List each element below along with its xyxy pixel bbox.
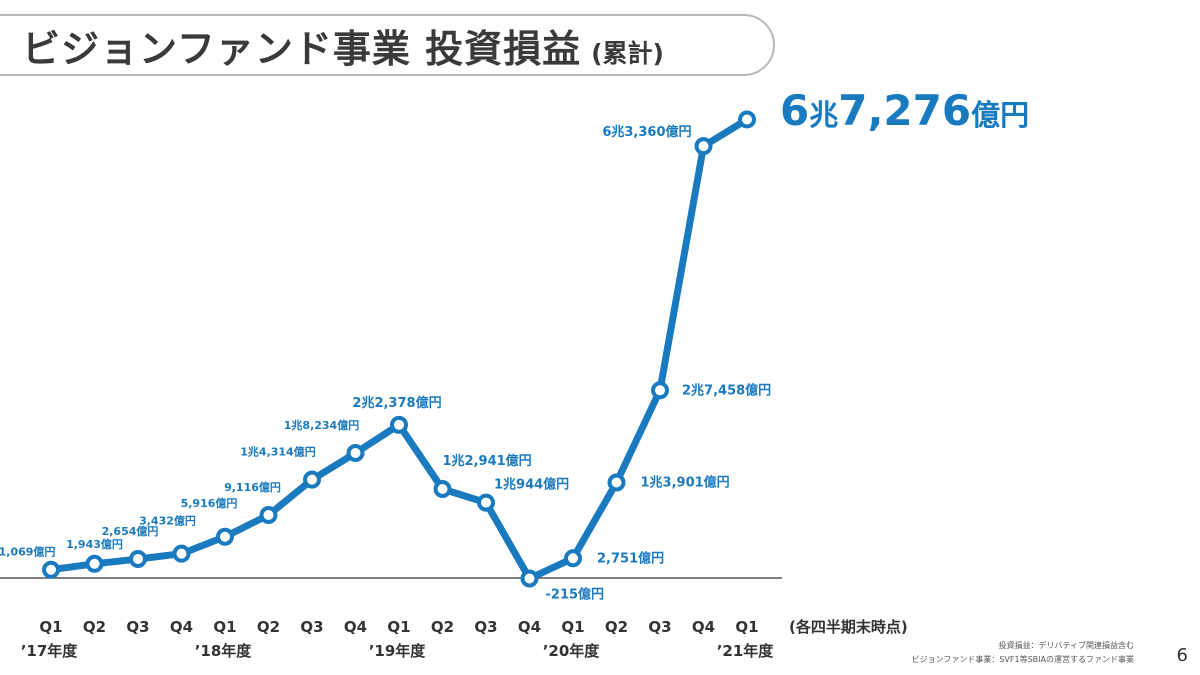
x-year-label: ’21年度 <box>717 642 775 660</box>
data-point <box>346 444 365 463</box>
x-tick-label: Q4 <box>518 618 541 636</box>
x-tick-label: Q2 <box>257 618 280 636</box>
headline-total-cho: 兆 <box>809 98 839 132</box>
data-label: 3,432億円 <box>139 514 196 528</box>
series-line <box>47 116 751 582</box>
headline-total: 6 兆 7,276 億円 <box>780 86 1029 135</box>
data-point <box>651 381 669 400</box>
x-year-label: ’20年度 <box>543 642 601 660</box>
title-frame <box>0 14 775 76</box>
page-title: ビジョンファンド事業 投資損益 (累計) <box>22 18 664 74</box>
x-axis-note: (各四半期末時点) <box>789 618 908 636</box>
x-tick-label: Q2 <box>431 618 454 636</box>
data-label: 1兆8,234億円 <box>284 418 359 432</box>
data-point <box>433 480 452 499</box>
x-tick-label: Q1 <box>387 618 410 636</box>
data-point <box>259 506 278 525</box>
footnote-2: ビジョンファンド事業：SVF1等SBIAの運営するファンド事業 <box>911 655 1134 664</box>
x-year-label: ’18年度 <box>195 642 253 660</box>
data-point <box>172 544 191 563</box>
data-label: -215億円 <box>546 586 605 602</box>
data-label: 1,069億円 <box>0 545 55 559</box>
data-point <box>85 554 104 573</box>
page-title-main: ビジョンファンド事業 投資損益 <box>22 27 582 71</box>
data-label: 2兆2,378億円 <box>352 395 441 411</box>
data-point <box>42 560 60 579</box>
headline-total-main: 7,276 <box>838 86 972 135</box>
data-label: 9,116億円 <box>224 480 281 494</box>
x-tick-label: Q3 <box>474 618 497 636</box>
x-tick-label: Q3 <box>126 618 149 636</box>
data-label: 1兆944億円 <box>494 477 569 493</box>
page-number: 6 <box>1176 645 1188 666</box>
data-label: 1兆3,901億円 <box>641 474 730 490</box>
x-tick-label: Q3 <box>300 618 323 636</box>
data-label: 1兆4,314億円 <box>240 445 315 459</box>
data-label: 1兆2,941億円 <box>443 453 532 469</box>
data-point <box>694 137 713 156</box>
x-tick-label: Q4 <box>170 618 193 636</box>
data-label: 5,916億円 <box>181 496 238 510</box>
headline-total-unit: 億円 <box>971 98 1030 132</box>
x-tick-label: Q2 <box>83 618 106 636</box>
data-point <box>607 473 626 492</box>
x-year-label: ’17年度 <box>21 642 79 660</box>
headline-total-prefix: 6 <box>780 86 810 135</box>
data-point <box>303 470 321 489</box>
data-point <box>129 549 147 568</box>
data-point <box>738 110 756 129</box>
data-point <box>390 415 408 434</box>
page-title-sub: (累計) <box>591 39 664 68</box>
x-tick-label: Q4 <box>344 618 367 636</box>
data-point <box>216 527 234 546</box>
data-point <box>477 493 495 512</box>
data-label: 6兆3,360億円 <box>602 124 691 140</box>
footnote-1: 投資損益：デリバティブ関連損益含む <box>998 641 1134 650</box>
x-tick-label: Q4 <box>692 618 715 636</box>
data-point <box>520 569 539 588</box>
x-tick-label: Q2 <box>605 618 628 636</box>
x-tick-label: Q1 <box>561 618 584 636</box>
data-label: 2,654億円 <box>102 524 159 538</box>
data-label: 2兆7,458億円 <box>682 382 771 398</box>
x-tick-label: Q1 <box>213 618 236 636</box>
x-tick-label: Q1 <box>735 618 758 636</box>
x-year-label: ’19年度 <box>369 642 427 660</box>
x-tick-label: Q1 <box>39 618 62 636</box>
x-tick-label: Q3 <box>648 618 671 636</box>
data-label: 2,751億円 <box>597 550 664 566</box>
data-label: 1,943億円 <box>66 537 123 551</box>
data-point <box>564 549 582 568</box>
